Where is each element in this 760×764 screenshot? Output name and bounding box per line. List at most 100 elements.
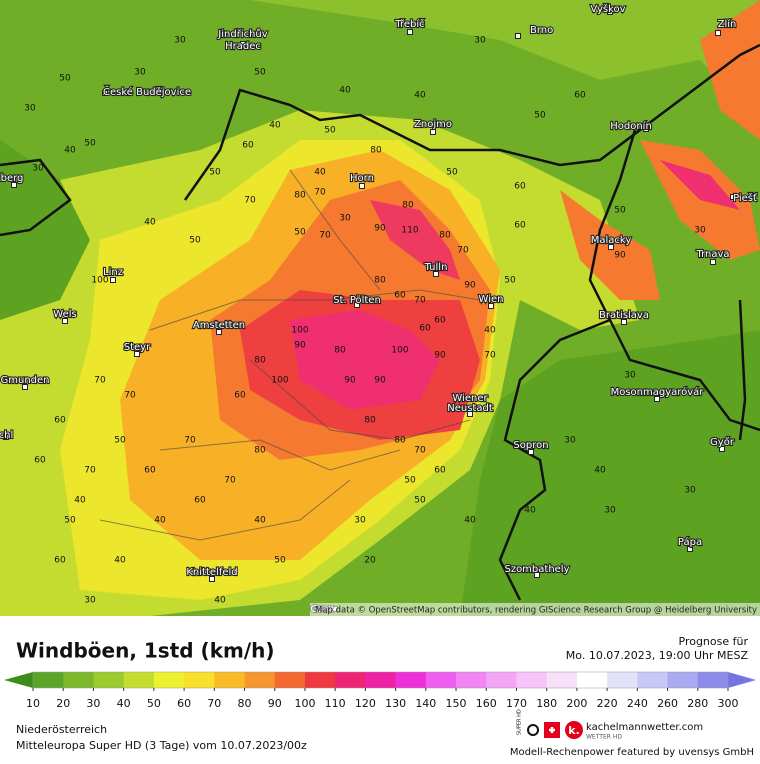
city-label: Pápa (678, 536, 702, 548)
colorbar-bin (214, 672, 246, 688)
wind-value: 20 (364, 556, 376, 566)
city-label: Malacky (591, 235, 632, 246)
colorbar-tick-label: 100 (294, 697, 315, 710)
wind-value: 40 (64, 146, 76, 156)
city-label: Třebíč (394, 18, 424, 30)
city-marker (3, 434, 9, 440)
brand-sub: WETTER HD (586, 734, 622, 741)
brand-logo-k: k. (568, 724, 580, 737)
colorbar-tick-label: 110 (325, 697, 346, 710)
wind-value: 40 (594, 466, 606, 476)
attribution: Map data © OpenStreetMap contributors, r… (315, 606, 757, 616)
city-marker (102, 90, 108, 96)
colorbar-tick-label: 70 (207, 697, 221, 710)
city-marker (621, 319, 627, 325)
colorbar-frame (32, 671, 729, 689)
wind-value: 40 (254, 516, 266, 526)
wind-value: 40 (314, 168, 326, 178)
colorbar-bin (304, 672, 336, 688)
wind-value: 100 (391, 346, 408, 356)
wind-value: 80 (334, 346, 346, 356)
city-label: Bratislava (599, 310, 649, 321)
colorbar-tick-label: 280 (687, 697, 708, 710)
wind-value: 40 (114, 556, 126, 566)
border (498, 318, 611, 601)
wind-value: 40 (464, 516, 476, 526)
wind-value: 30 (564, 436, 576, 446)
colorbar-tick-label: 170 (506, 697, 527, 710)
city-marker (687, 546, 693, 552)
wind-value: 60 (434, 316, 446, 326)
city-marker (11, 182, 17, 188)
wind-value: 50 (59, 74, 71, 84)
colorbar-tick-label: 20 (56, 697, 70, 710)
wind-value: 30 (339, 214, 351, 224)
wind-value: 60 (419, 324, 431, 334)
city-marker (515, 33, 521, 39)
wind-value: 50 (614, 206, 626, 216)
city-marker (354, 302, 360, 308)
colorbar-bin (153, 672, 185, 688)
wind-value: 40 (269, 121, 281, 131)
city-marker (209, 576, 215, 582)
city-label: Neustadt (447, 403, 493, 414)
colorbar-tick-label: 40 (117, 697, 131, 710)
wind-value: 50 (446, 168, 458, 178)
wind-value: 60 (144, 466, 156, 476)
districts (99, 169, 481, 541)
wind-value: 40 (524, 506, 536, 516)
city-label: Wien (479, 294, 504, 305)
city-label: Wels (53, 309, 76, 320)
wind-value: 60 (34, 456, 46, 466)
wind-value: 50 (254, 68, 266, 78)
city-marker (488, 303, 494, 309)
wind-value: 50 (64, 516, 76, 526)
wind-value: 60 (234, 391, 246, 401)
wind-value: 60 (54, 416, 66, 426)
city-marker (110, 277, 116, 283)
colorbar-bin (184, 672, 215, 688)
wind-value: 80 (439, 231, 451, 241)
wind-value: 70 (94, 376, 106, 386)
city-marker (528, 449, 534, 455)
city-label: Linz (103, 267, 123, 278)
city-label: St. Pölten (333, 295, 381, 306)
wind-value: 80 (394, 436, 406, 446)
search-icon (527, 724, 539, 736)
colorbar-bin (63, 672, 94, 688)
wind-value: 80 (370, 146, 382, 156)
city-label: Znojmo (414, 119, 452, 130)
colorbar-bin (697, 672, 729, 688)
wind-value: 30 (604, 506, 616, 516)
attribution-bg (310, 603, 760, 616)
wind-value: 90 (344, 376, 356, 386)
colorbar-bin (395, 672, 427, 688)
colorbar-bin (486, 672, 517, 688)
colorbar-tick-label: 200 (566, 697, 587, 710)
wind-value: 50 (324, 126, 336, 136)
city-marker (433, 271, 439, 277)
wind-value: 70 (184, 436, 196, 446)
colorbar-bin (93, 672, 125, 688)
legend-panel: Windböen, 1std (km/h) Prognose für Mo. 1… (4, 635, 756, 758)
colorbar-bin (244, 672, 276, 688)
zone (660, 160, 740, 210)
city-marker (654, 396, 660, 402)
city-marker (430, 129, 436, 135)
zone (290, 310, 440, 410)
borders (0, 43, 760, 601)
colorbar-tick-label: 240 (627, 697, 648, 710)
colorbar-tick-label: 260 (657, 697, 678, 710)
wind-value: 50 (114, 436, 126, 446)
city-label: chl (0, 430, 13, 441)
wind-value: 40 (144, 218, 156, 228)
colorbar-bin (33, 672, 64, 688)
colorbar-tick-label: 120 (355, 697, 376, 710)
wind-value: 90 (374, 376, 386, 386)
border (0, 158, 72, 237)
colorbar-bin (667, 672, 699, 688)
wind-value: 70 (224, 476, 236, 486)
wind-value: 40 (414, 91, 426, 101)
city-label: Brno (530, 25, 553, 36)
swiss-cross (549, 727, 555, 733)
